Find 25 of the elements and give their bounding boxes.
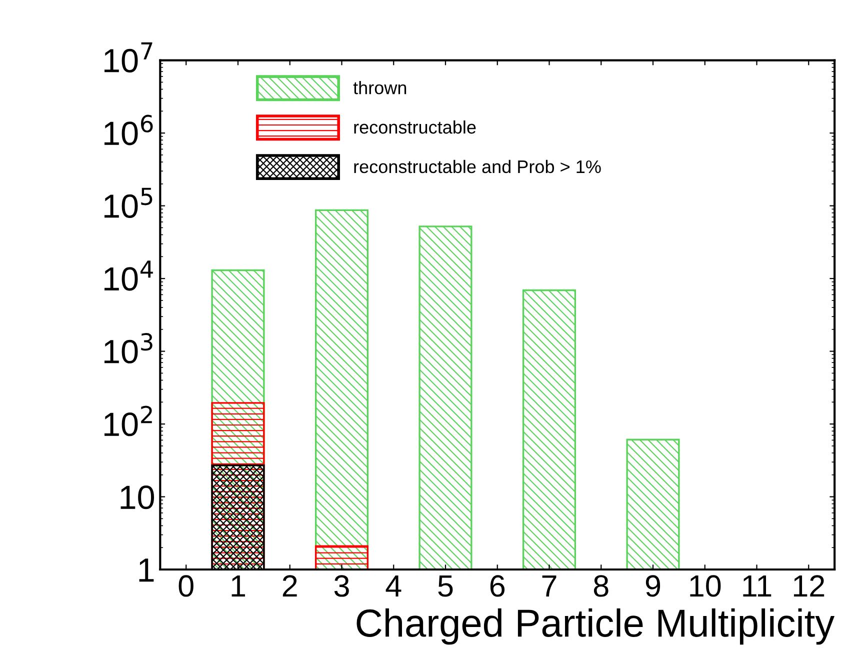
x-tick-label: 1: [232, 575, 245, 597]
x-tick-label: 6: [490, 575, 505, 597]
x-tick-label: 2: [282, 575, 297, 597]
x-tick-label: 5: [438, 575, 453, 597]
y-tick-label: 10$^{4}$: [104, 260, 153, 291]
x-tick-label: 12: [794, 575, 824, 597]
x-tick-label: 4: [386, 575, 402, 597]
x-tick-label: 0: [178, 575, 194, 597]
x-tick-label: 8: [594, 575, 608, 597]
y-tick-label: 10$^{3}$: [104, 333, 152, 364]
x-tick-label: 9: [646, 575, 660, 597]
y-tick-label: 10$^{2}$: [104, 406, 152, 436]
y-tick-label: 10$^{7}$: [104, 42, 152, 72]
y-tick-label: 10$^{5}$: [104, 188, 152, 218]
y-tick-label: 10$^{6}$: [104, 114, 153, 146]
x-tick-label: 11: [743, 575, 772, 597]
x-tick-label: 10: [690, 575, 721, 597]
y-tick-label: 1: [139, 558, 154, 582]
legend-label: reconstructable and Prob > 1%: [354, 160, 601, 174]
legend-label: thrown: [353, 80, 406, 94]
x-tick-label: 3: [334, 575, 349, 597]
y-tick-label: 10: [120, 486, 154, 510]
x-axis-title: Charged Particle Multiplicity: [356, 608, 835, 645]
legend-label: reconstructable: [354, 120, 476, 134]
x-tick-label: 7: [542, 575, 556, 597]
